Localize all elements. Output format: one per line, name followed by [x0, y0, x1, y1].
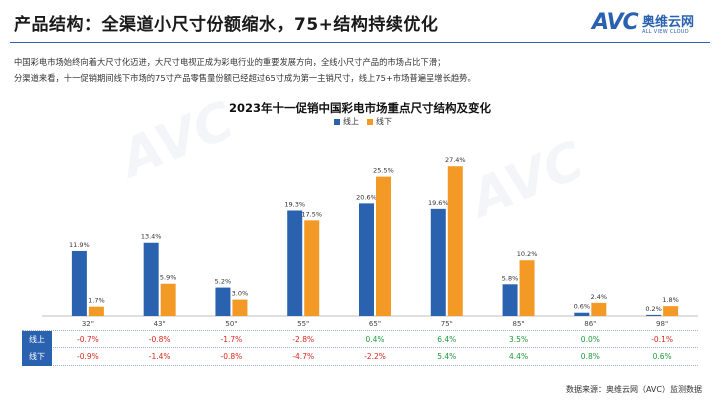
legend-swatch-offline [367, 118, 373, 125]
legend-swatch-online [334, 118, 340, 125]
table-cell: -2.8% [292, 335, 315, 344]
table-cell: -4.7% [292, 352, 315, 361]
table-row: 线下 -0.9% -1.4% -0.8% -4.7% -2.2% 5.4% 4.4% 0.8% 0… [22, 348, 698, 366]
bar-offline [591, 302, 607, 316]
bar-online [215, 287, 231, 316]
data-label: 19.3% [284, 200, 305, 208]
table-cell: 6.4% [437, 335, 457, 344]
description-line-2: 分渠道来看，十一促销期间线下市场的75寸产品零售量份额已经超过65寸成为第一主销… [14, 73, 476, 83]
bar-offline [376, 176, 391, 316]
data-label: 1.8% [662, 296, 679, 304]
data-label: 3.0% [232, 290, 249, 298]
page-title: 产品结构：全渠道小尺寸份额缩水，75+结构持续优化 [14, 15, 439, 35]
data-label: 11.9% [69, 241, 90, 249]
x-tick-label: 43" [154, 320, 166, 328]
title-divider [10, 42, 710, 43]
bar-offline [663, 306, 679, 316]
avc-logo: AVC 奥维云网 ALL VIEW CLOUD [592, 8, 704, 42]
bar-online [502, 284, 518, 316]
x-tick-label: 32" [82, 320, 94, 328]
x-tick-label: 75" [441, 320, 453, 328]
bar-offline [232, 299, 248, 316]
bar-online [287, 210, 303, 316]
table-cell: 0.6% [652, 352, 672, 361]
table-row: 线上 -0.7% -0.8% -1.7% -2.8% 0.4% 6.4% 3.5% 0.0% -0… [22, 330, 698, 349]
bar-offline [519, 260, 535, 316]
row-header: 线下 [22, 348, 52, 366]
table-cell: -0.1% [651, 335, 673, 344]
data-label: 5.2% [215, 278, 232, 286]
table-cell: 0.8% [580, 352, 600, 361]
table-cell: -1.7% [220, 335, 243, 344]
table-cell: 4.4% [509, 352, 529, 361]
table-cell: 5.4% [437, 352, 457, 361]
legend-item-offline: 线下 [367, 116, 392, 127]
bar-offline [447, 166, 463, 316]
data-label: 0.2% [645, 305, 662, 313]
data-label: 5.8% [502, 274, 519, 282]
logo-english-name: ALL VIEW CLOUD [642, 29, 689, 35]
x-tick-label: 65" [369, 320, 381, 328]
chart-legend: 线上 线下 [334, 116, 392, 127]
bar-offline [160, 283, 176, 316]
bar-online [143, 242, 159, 316]
table-cell: -0.8% [220, 352, 243, 361]
logo-mark: AVC [592, 10, 639, 35]
logo-chinese-name: 奥维云网 [642, 15, 695, 30]
data-label: 2.4% [591, 293, 608, 301]
table-cell: 3.5% [509, 335, 529, 344]
data-label: 25.5% [373, 167, 394, 175]
table-cell: -0.9% [76, 352, 99, 361]
data-label: 13.4% [141, 233, 162, 241]
data-label: 10.2% [517, 250, 538, 258]
bar-online [574, 312, 590, 316]
bar-online [646, 314, 662, 316]
x-tick-label: 98" [656, 320, 668, 328]
row-header: 线上 [22, 331, 52, 349]
description-line-1: 中国彩电市场始终向着大尺寸化迈进，大尺寸电视正成为彩电行业的重要发展方向，全线小… [14, 57, 446, 67]
data-label: 0.6% [574, 303, 591, 311]
x-tick-label: 55" [297, 320, 309, 328]
bar-offline [304, 220, 320, 316]
table-cell: -1.4% [148, 352, 171, 361]
chart-title: 2023年十一促销中国彩电市场重点尺寸结构及变化 [228, 101, 491, 115]
bar-online [359, 203, 374, 316]
data-label: 19.6% [428, 199, 449, 207]
data-label: 5.9% [160, 274, 177, 282]
data-source: 数据来源：奥维云网（AVC）监测数据 [565, 385, 702, 394]
data-label: 20.6% [356, 193, 377, 201]
change-table: 线上 -0.7% -0.8% -1.7% -2.8% 0.4% 6.4% 3.5% 0.0% -0… [22, 330, 698, 366]
bar-online [430, 208, 446, 316]
bar-online [71, 250, 87, 316]
data-label: 27.4% [445, 156, 466, 164]
table-cell: -0.7% [76, 335, 99, 344]
table-cell: -0.8% [148, 335, 171, 344]
legend-label-offline: 线下 [376, 117, 392, 126]
legend-label-online: 线上 [343, 117, 359, 126]
legend-item-online: 线上 [334, 116, 359, 127]
table-cell: 0.4% [365, 335, 385, 344]
x-tick-label: 85" [512, 320, 524, 328]
bar-offline [88, 306, 104, 316]
data-label: 17.5% [301, 210, 322, 218]
x-tick-label: 50" [225, 320, 237, 328]
table-cell: -2.2% [364, 352, 386, 361]
x-tick-label: 86" [584, 320, 596, 328]
table-cell: 0.0% [580, 335, 600, 344]
data-label: 1.7% [88, 297, 105, 305]
